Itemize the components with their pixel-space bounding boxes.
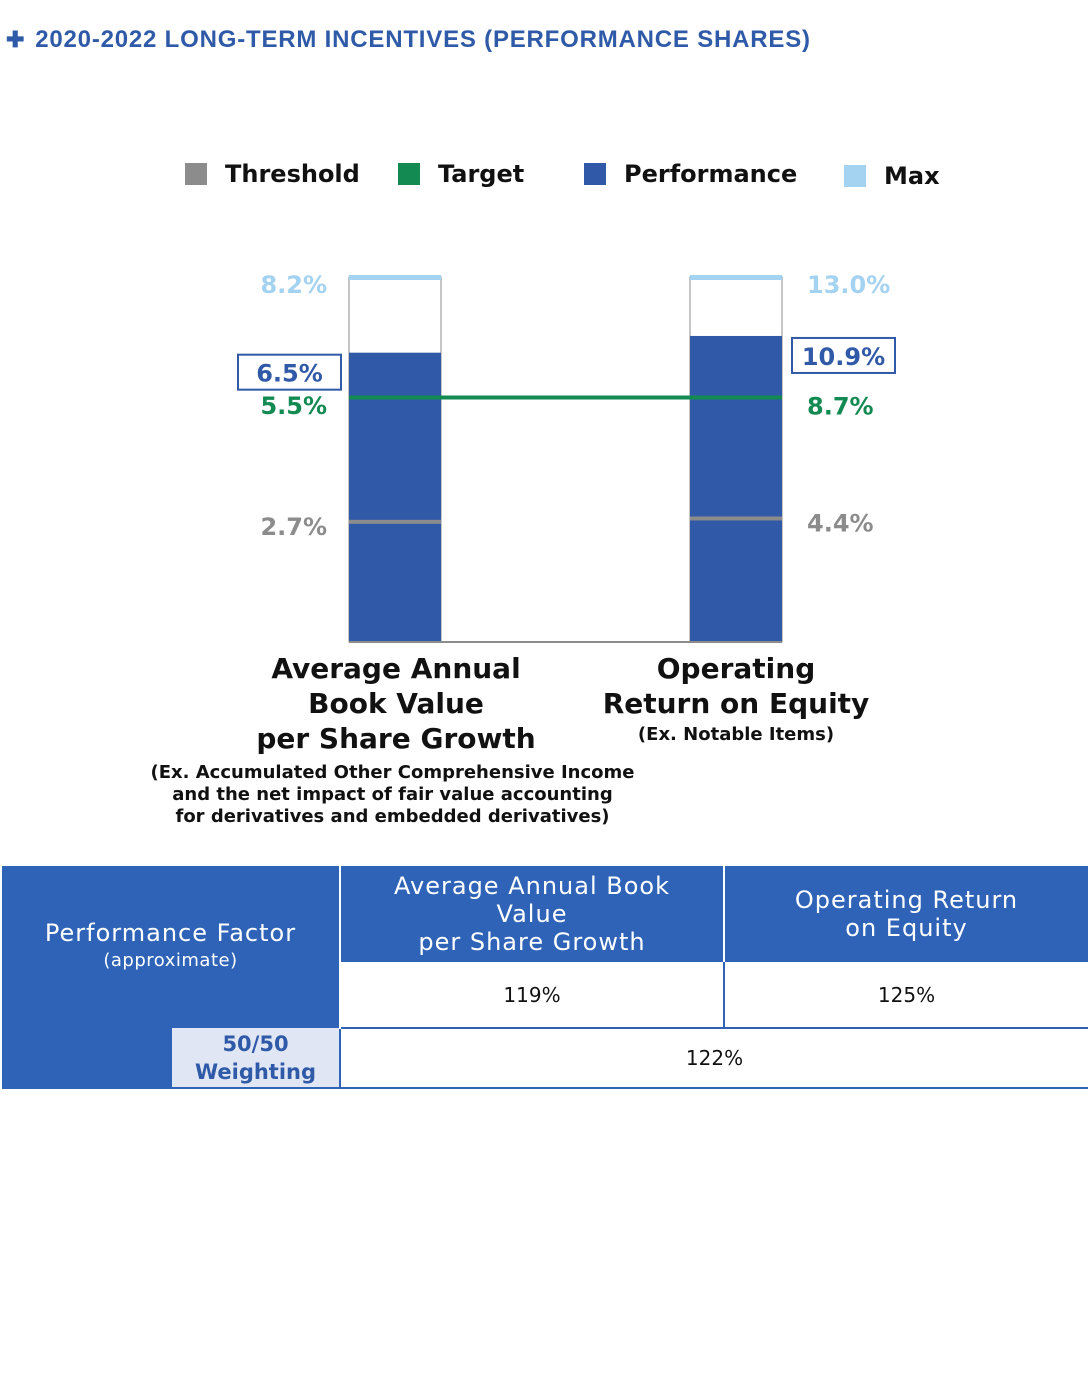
roe-factor-value: 125% bbox=[724, 962, 1088, 1029]
header-line: on Equity bbox=[845, 914, 968, 942]
bvps-column-header: Average Annual Book Value per Share Grow… bbox=[340, 866, 725, 962]
legend-label-threshold: Threshold bbox=[225, 160, 360, 188]
category-note-line: and the net impact of fair value account… bbox=[172, 784, 613, 805]
max-value-label: 8.2% bbox=[260, 271, 327, 299]
threshold-marker bbox=[690, 516, 782, 521]
performance-label-box bbox=[237, 353, 342, 391]
category-note-line: (Ex. Notable Items) bbox=[637, 724, 835, 745]
weighting-spacer bbox=[2, 1028, 172, 1089]
legend-swatch-max bbox=[844, 165, 866, 187]
chart-svg: 8.2% 2.7% 5.5% 6.5% 13.0% 4.4% 8.7% 10.9% bbox=[237, 271, 896, 643]
legend-item-target: Target bbox=[398, 160, 524, 188]
category-note-roe: (Ex. Notable Items) bbox=[586, 724, 886, 746]
legend-item-max: Max bbox=[844, 162, 940, 190]
header-line: Value bbox=[496, 900, 568, 928]
category-line: per Share Growth bbox=[256, 722, 536, 755]
legend-swatch-target bbox=[398, 163, 420, 185]
category-line: Return on Equity bbox=[602, 687, 870, 720]
legend-swatch-threshold bbox=[185, 163, 207, 185]
performance-value-label: 6.5% bbox=[256, 360, 323, 388]
category-line: Book Value bbox=[308, 687, 484, 720]
legend-label-target: Target bbox=[438, 160, 525, 188]
roe-column-header: Operating Return on Equity bbox=[724, 866, 1088, 962]
performance-value-label: 10.9% bbox=[802, 343, 885, 371]
weighting-label: 50/50 Weighting bbox=[172, 1028, 341, 1089]
performance-factor-label: Performance Factor bbox=[44, 919, 297, 947]
category-line: Operating bbox=[656, 652, 816, 685]
legend-label-performance: Performance bbox=[624, 160, 798, 188]
category-label-roe: Operating Return on Equity bbox=[556, 651, 916, 721]
header-line: Operating Return bbox=[794, 886, 1019, 914]
legend-label-max: Max bbox=[884, 162, 940, 190]
category-note-line: for derivatives and embedded derivatives… bbox=[175, 806, 610, 827]
threshold-marker bbox=[349, 519, 441, 524]
weighting-label-line: Weighting bbox=[194, 1059, 317, 1084]
chart-title: ✚ 2020-2022 LONG-TERM INCENTIVES (PERFOR… bbox=[6, 26, 811, 54]
performance-factor-header: Performance Factor (approximate) bbox=[2, 866, 341, 1028]
legend-item-performance: Performance bbox=[584, 160, 797, 188]
performance-factor-table: Performance Factor (approximate) Average… bbox=[2, 866, 1088, 1089]
header-line: per Share Growth bbox=[418, 928, 646, 956]
chart-title-text: 2020-2022 LONG-TERM INCENTIVES (PERFORMA… bbox=[35, 26, 811, 53]
threshold-value-label: 4.4% bbox=[807, 509, 874, 537]
target-value-label: 8.7% bbox=[807, 393, 874, 421]
weighting-label-line: 50/50 bbox=[222, 1031, 289, 1056]
bvps-factor-value: 119% bbox=[340, 962, 725, 1029]
performance-label-box bbox=[791, 336, 896, 374]
category-note-line: (Ex. Accumulated Other Comprehensive Inc… bbox=[150, 762, 635, 783]
target-value-label: 5.5% bbox=[260, 392, 327, 420]
performance-bar bbox=[349, 352, 441, 642]
category-line: Average Annual bbox=[271, 652, 521, 685]
plus-icon: ✚ bbox=[6, 27, 26, 52]
max-marker bbox=[690, 275, 782, 280]
category-label-bvps: Average Annual Book Value per Share Grow… bbox=[196, 651, 596, 756]
max-value-label: 13.0% bbox=[807, 271, 890, 299]
category-note-bvps: (Ex. Accumulated Other Comprehensive Inc… bbox=[140, 762, 645, 828]
header-line: Average Annual Book bbox=[394, 872, 670, 900]
performance-bar bbox=[690, 335, 782, 642]
max-marker bbox=[349, 275, 441, 280]
threshold-value-label: 2.7% bbox=[260, 513, 327, 541]
weighted-factor-value: 122% bbox=[340, 1028, 1088, 1089]
legend-swatch-performance bbox=[584, 163, 606, 185]
performance-factor-sublabel: (approximate) bbox=[103, 950, 238, 971]
legend-item-threshold: Threshold bbox=[185, 160, 360, 188]
